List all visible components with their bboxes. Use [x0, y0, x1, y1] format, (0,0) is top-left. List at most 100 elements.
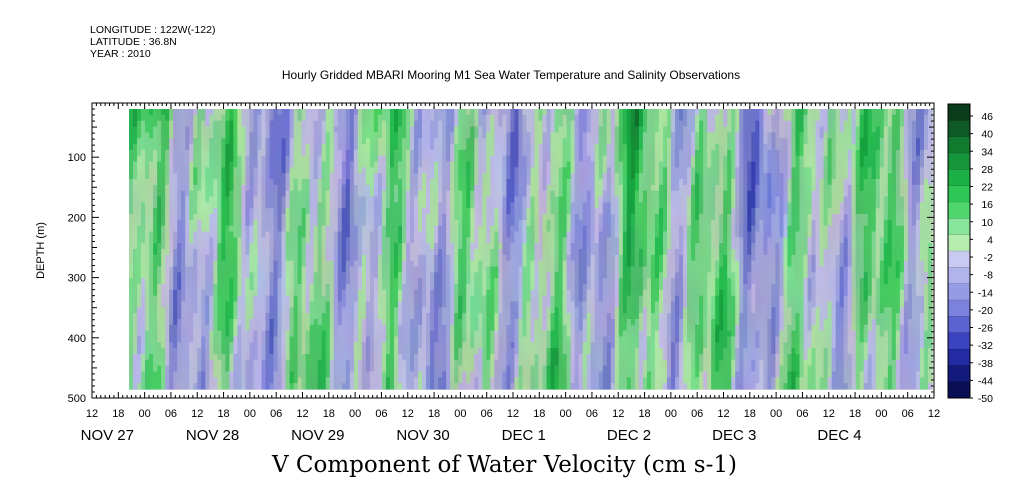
heatmap-cell [245, 359, 251, 367]
heatmap-cell [490, 161, 495, 168]
heatmap-cell [309, 383, 315, 390]
heatmap-cell [273, 173, 279, 180]
heatmap-cell [253, 138, 259, 145]
heatmap-cell [305, 237, 311, 244]
heatmap-cell [129, 383, 134, 390]
heatmap-cell [225, 318, 230, 326]
heatmap-cell [281, 237, 287, 244]
heatmap-cell [393, 214, 399, 221]
heatmap-cell [458, 330, 463, 338]
heatmap-cell [177, 301, 182, 308]
heatmap-cell [514, 283, 520, 291]
heatmap-cell [333, 336, 339, 343]
heatmap-cell [209, 371, 214, 378]
heatmap-cell [345, 173, 351, 180]
heatmap-cell [177, 225, 182, 233]
heatmap-cell [165, 318, 170, 326]
heatmap-cell [530, 342, 536, 349]
heatmap-cell [450, 109, 455, 116]
heatmap-cell [145, 202, 150, 209]
heatmap-cell [257, 237, 263, 244]
heatmap-cell [341, 132, 347, 139]
heatmap-cell [530, 330, 536, 338]
heatmap-cell [466, 248, 471, 256]
heatmap-cell [325, 330, 331, 338]
heatmap-cell [385, 330, 391, 338]
heatmap-cell [470, 202, 475, 209]
heatmap-cell [393, 342, 399, 349]
heatmap-cell [177, 283, 182, 291]
heatmap-cell [137, 254, 142, 262]
heatmap-cell [365, 248, 371, 256]
heatmap-cell [466, 313, 471, 320]
heatmap-cell [205, 301, 210, 308]
heatmap-cell [494, 179, 499, 186]
heatmap-cell [301, 313, 307, 320]
heatmap-cell [369, 231, 375, 238]
heatmap-cell [165, 184, 170, 192]
heatmap-cell [193, 214, 198, 221]
heatmap-cell [221, 383, 226, 390]
heatmap-cell [381, 149, 387, 157]
heatmap-cell [474, 190, 479, 198]
heatmap-cell [305, 167, 311, 174]
heatmap-cell [205, 377, 210, 384]
heatmap-cell [458, 295, 463, 303]
heatmap-cell [309, 266, 315, 273]
heatmap-cell [466, 318, 471, 326]
heatmap-cell [542, 272, 548, 279]
heatmap-cell [414, 336, 419, 343]
heatmap-cell [149, 377, 154, 384]
heatmap-cell [321, 114, 327, 122]
heatmap-cell [434, 144, 439, 151]
heatmap-cell [518, 377, 524, 384]
heatmap-cell [253, 208, 259, 215]
heatmap-cell [490, 254, 495, 262]
heatmap-cell [442, 167, 447, 174]
heatmap-cell [225, 155, 230, 163]
heatmap-cell [530, 248, 536, 256]
heatmap-cell [418, 260, 423, 268]
heatmap-cell [341, 231, 347, 238]
heatmap-cell [470, 167, 475, 174]
heatmap-cell [253, 330, 259, 338]
heatmap-cell [494, 132, 499, 139]
heatmap-cell [538, 208, 544, 215]
heatmap-cell [321, 371, 327, 378]
heatmap-cell [333, 179, 339, 186]
heatmap-cell [462, 371, 467, 378]
heatmap-cell [253, 243, 259, 250]
heatmap-cell [466, 114, 471, 122]
heatmap-cell [377, 266, 383, 273]
heatmap-cell [321, 173, 327, 180]
heatmap-cell [482, 365, 487, 373]
heatmap-cell [462, 243, 467, 250]
heatmap-cell [213, 167, 218, 174]
heatmap-cell [446, 144, 451, 151]
heatmap-cell [510, 377, 516, 384]
heatmap-cell [450, 272, 455, 279]
heatmap-cell [265, 307, 271, 314]
heatmap-cell [478, 348, 483, 355]
heatmap-cell [486, 377, 491, 384]
heatmap-cell [169, 371, 174, 378]
heatmap-cell [494, 383, 499, 390]
heatmap-cell [373, 214, 379, 221]
heatmap-cell [470, 318, 475, 326]
heatmap-cell [233, 324, 238, 332]
heatmap-cell [269, 318, 275, 326]
heatmap-cell [377, 109, 383, 116]
heatmap-cell [349, 219, 355, 227]
heatmap-cell [265, 167, 271, 174]
heatmap-cell [349, 336, 355, 343]
heatmap-cell [446, 138, 451, 145]
heatmap-cell [470, 179, 475, 186]
heatmap-cell [225, 231, 230, 238]
heatmap-cell [305, 225, 311, 233]
heatmap-cell [365, 149, 371, 157]
heatmap-cell [518, 359, 524, 367]
heatmap-cell [305, 324, 311, 332]
heatmap-cell [177, 231, 182, 238]
heatmap-cell [173, 336, 178, 343]
heatmap-cell [422, 359, 427, 367]
